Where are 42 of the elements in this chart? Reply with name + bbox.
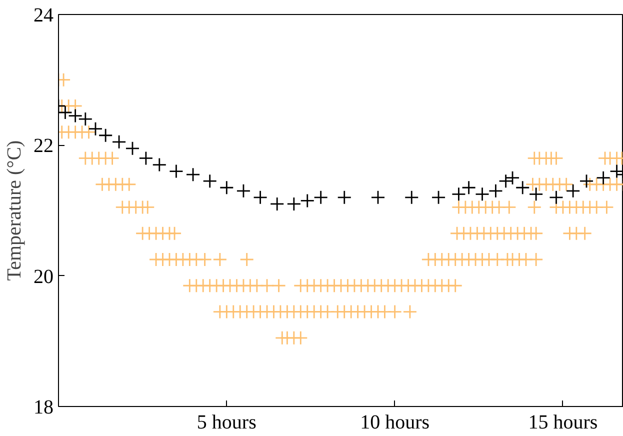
point bbox=[270, 196, 284, 212]
point bbox=[219, 180, 234, 195]
y-axis-title: Temperature (°C) bbox=[4, 140, 26, 281]
y-tick-label: 22 bbox=[34, 135, 54, 158]
point bbox=[370, 190, 386, 205]
point bbox=[566, 184, 580, 198]
y-tick-label: 20 bbox=[34, 266, 54, 288]
point bbox=[112, 134, 126, 150]
point bbox=[337, 190, 352, 205]
point bbox=[202, 174, 218, 188]
point bbox=[125, 141, 140, 156]
point bbox=[596, 170, 611, 186]
point bbox=[528, 186, 544, 202]
point bbox=[314, 190, 328, 205]
y-tick-label: 18 bbox=[34, 396, 54, 418]
x-tick-label: 15 hours bbox=[528, 412, 598, 434]
point bbox=[579, 174, 594, 188]
point bbox=[404, 190, 419, 205]
point bbox=[549, 190, 564, 205]
point bbox=[286, 196, 302, 212]
x-tick-label: 10 hours bbox=[360, 412, 430, 434]
point bbox=[236, 184, 251, 198]
point bbox=[152, 158, 167, 172]
point bbox=[68, 108, 83, 123]
point bbox=[58, 105, 72, 120]
point bbox=[515, 180, 530, 195]
point bbox=[78, 112, 93, 126]
point bbox=[253, 190, 268, 205]
x-tick-label: 5 hours bbox=[196, 412, 257, 434]
y-tick-label: 24 bbox=[34, 4, 54, 26]
point bbox=[610, 164, 623, 178]
point bbox=[186, 167, 200, 182]
point bbox=[169, 164, 184, 178]
point bbox=[431, 190, 446, 205]
point bbox=[138, 151, 154, 166]
point bbox=[462, 180, 476, 195]
point bbox=[488, 184, 503, 198]
point bbox=[88, 122, 103, 136]
point bbox=[98, 128, 113, 143]
point bbox=[475, 186, 490, 202]
point bbox=[300, 194, 315, 208]
point bbox=[452, 186, 466, 202]
